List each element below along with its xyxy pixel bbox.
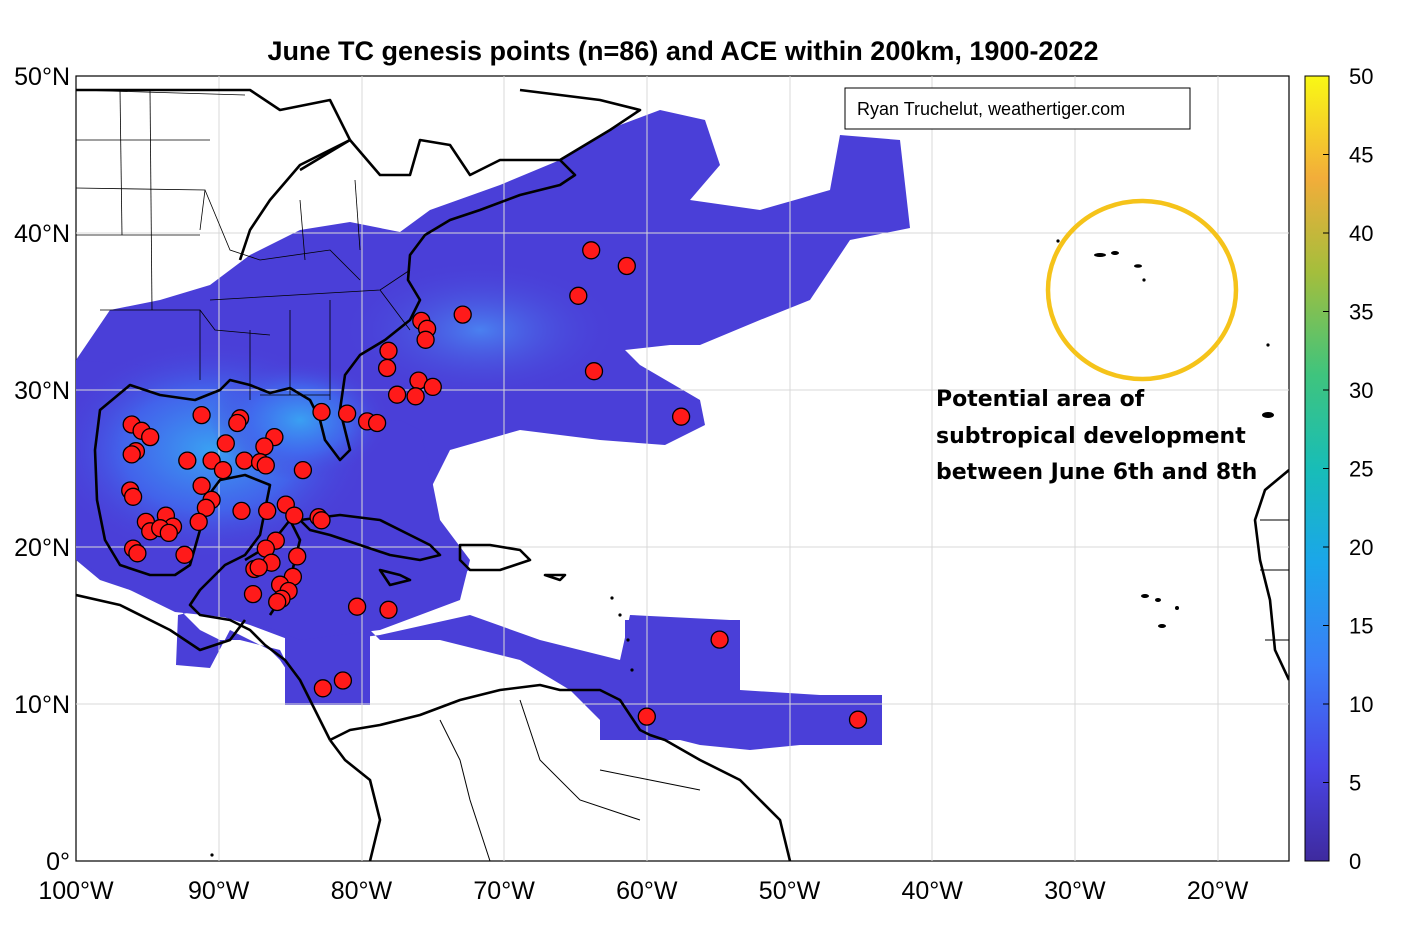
genesis-point: [582, 241, 601, 260]
genesis-point: [243, 584, 263, 604]
y-axis: 0° 10°N 20°N 30°N 40°N 50°N: [14, 63, 70, 876]
genesis-point: [453, 305, 472, 324]
colorbar-tick-label: 15: [1349, 614, 1373, 639]
x-tick-label: 100°W: [38, 877, 114, 905]
genesis-point: [123, 487, 143, 506]
genesis-point: [256, 456, 275, 475]
x-tick-label: 90°W: [188, 877, 250, 905]
genesis-point: [141, 427, 160, 447]
y-tick-label: 30°N: [14, 377, 70, 405]
genesis-point: [268, 592, 287, 612]
x-tick-label: 60°W: [616, 877, 678, 905]
colorbar-tick-label: 30: [1349, 378, 1373, 403]
genesis-point: [671, 407, 691, 426]
annotation-line-2: subtropical development: [936, 424, 1246, 449]
genesis-point: [213, 460, 233, 480]
genesis-point: [232, 501, 251, 521]
credit-text: Ryan Truchelut, weathertiger.com: [857, 99, 1125, 119]
genesis-point: [416, 330, 435, 349]
genesis-point: [347, 597, 367, 616]
genesis-point: [258, 501, 277, 521]
genesis-point: [637, 707, 656, 726]
annotation-line-3: between June 6th and 8th: [936, 460, 1257, 485]
genesis-point: [249, 558, 268, 577]
subtropical-area-circle: [1045, 198, 1239, 382]
genesis-point: [192, 405, 211, 425]
genesis-point: [313, 679, 333, 698]
state-boundaries: [76, 89, 411, 400]
genesis-point: [423, 377, 442, 397]
colorbar-tick-label: 45: [1349, 143, 1373, 168]
islands: [210, 239, 1274, 857]
y-tick-label: 50°N: [14, 63, 70, 91]
genesis-point: [387, 385, 407, 404]
genesis-point: [379, 341, 398, 360]
x-tick-label: 30°W: [1044, 877, 1106, 905]
genesis-point: [285, 506, 304, 525]
x-tick-label: 80°W: [331, 877, 393, 905]
genesis-point: [128, 544, 147, 563]
x-axis: 100°W 90°W 80°W 70°W 60°W 50°W 40°W 30°W 20°W: [38, 877, 1248, 905]
x-tick-label: 20°W: [1187, 877, 1249, 905]
genesis-point: [178, 451, 197, 470]
genesis-point: [406, 387, 425, 406]
genesis-point: [312, 402, 331, 422]
genesis-point: [189, 512, 208, 532]
chart-title: June TC genesis points (n=86) and ACE wi…: [267, 36, 1098, 66]
genesis-point: [848, 710, 868, 729]
country-borders: [439, 519, 1289, 861]
map-area: Ryan Truchelut, weathertiger.com Potenti…: [75, 75, 1290, 862]
y-tick-label: 20°N: [14, 534, 70, 562]
genesis-point: [122, 445, 141, 464]
colorbar: 0 5 10 15 20 25 30 35 40 45 50: [1304, 64, 1373, 874]
genesis-point: [293, 460, 313, 480]
colorbar-tick-label: 20: [1349, 535, 1373, 560]
x-tick-label: 50°W: [759, 877, 821, 905]
genesis-point: [255, 437, 274, 456]
genesis-point: [312, 511, 331, 530]
genesis-point: [379, 600, 398, 619]
colorbar-tick-label: 40: [1349, 221, 1373, 246]
genesis-point: [175, 545, 194, 564]
genesis-point: [228, 413, 247, 433]
genesis-point: [617, 256, 636, 276]
colorbar-tick-label: 35: [1349, 300, 1373, 325]
coastlines: [76, 88, 1289, 861]
colorbar-tick-label: 10: [1349, 692, 1373, 717]
colorbar-tick-label: 0: [1349, 849, 1361, 874]
y-tick-label: 40°N: [14, 220, 70, 248]
credit-box: Ryan Truchelut, weathertiger.com: [844, 87, 1191, 130]
genesis-point: [337, 404, 357, 423]
x-tick-label: 70°W: [473, 877, 535, 905]
genesis-point: [333, 671, 353, 690]
genesis-point: [584, 362, 604, 381]
genesis-point: [377, 358, 397, 378]
genesis-point: [159, 523, 178, 543]
genesis-point: [235, 451, 254, 470]
annotation-line-1: Potential area of: [936, 387, 1145, 412]
genesis-point: [192, 476, 211, 495]
genesis-point: [216, 434, 235, 453]
genesis-points: [121, 241, 868, 729]
y-tick-label: 10°N: [14, 691, 70, 719]
colorbar-tick-label: 50: [1349, 64, 1373, 89]
ace-hotspot-atlantic: [340, 260, 620, 400]
genesis-point: [367, 413, 387, 433]
y-tick-label: 0°: [46, 848, 70, 876]
colorbar-tick-label: 5: [1349, 771, 1361, 796]
genesis-point: [710, 630, 729, 649]
genesis-point: [288, 547, 307, 566]
colorbar-tick-label: 25: [1349, 457, 1373, 482]
x-tick-label: 40°W: [901, 877, 963, 905]
colorbar-ticks: 0 5 10 15 20 25 30 35 40 45 50: [1323, 64, 1373, 874]
genesis-point: [569, 286, 588, 305]
